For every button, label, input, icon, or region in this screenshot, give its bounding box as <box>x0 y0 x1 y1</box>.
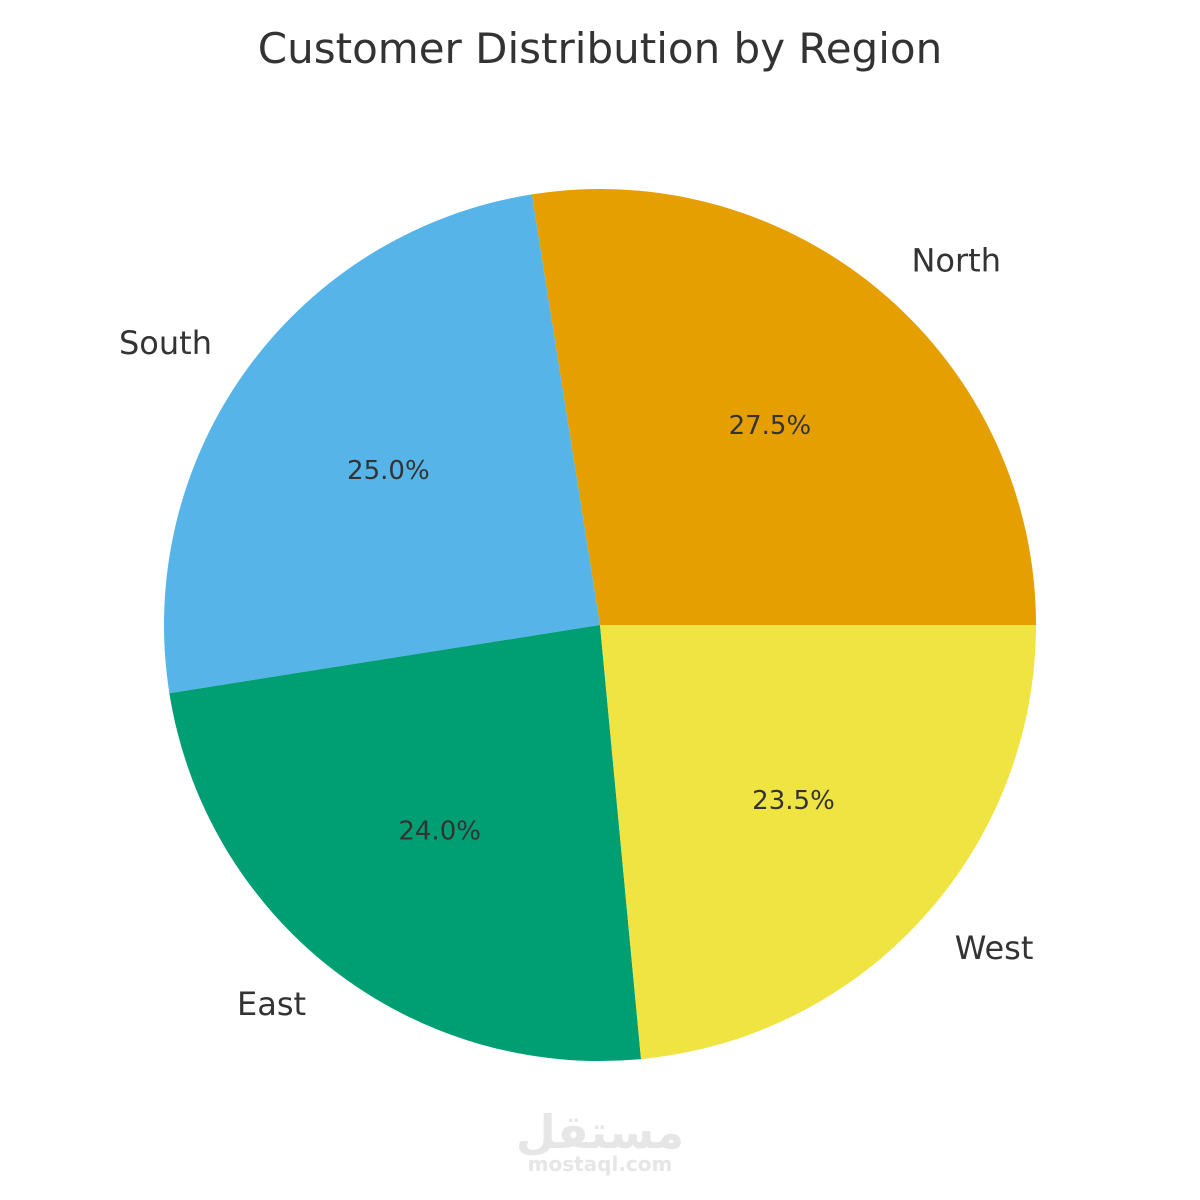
slice-label-south: South <box>119 324 212 362</box>
slice-west <box>600 625 1036 1060</box>
slice-label-north: North <box>911 241 1001 279</box>
slice-label-west: West <box>955 929 1034 967</box>
pie-slices <box>163 188 1036 1061</box>
slice-north <box>531 188 1036 625</box>
slice-label-east: East <box>237 985 306 1023</box>
slice-east <box>169 625 642 1061</box>
percent-label-east: 24.0% <box>398 817 481 847</box>
slice-south <box>163 194 600 694</box>
percent-label-south: 25.0% <box>347 456 430 486</box>
percent-label-north: 27.5% <box>729 411 812 441</box>
percent-label-west: 23.5% <box>752 786 835 816</box>
watermark-arabic: مستقل <box>516 1105 684 1159</box>
watermark: مستقل mostaql.com <box>516 1105 684 1176</box>
pie-labels: North 27.5% South 25.0% East 24.0% West 23.5% <box>119 241 1033 1023</box>
chart-title: Customer Distribution by Region <box>258 24 942 73</box>
watermark-latin: mostaql.com <box>528 1152 673 1176</box>
